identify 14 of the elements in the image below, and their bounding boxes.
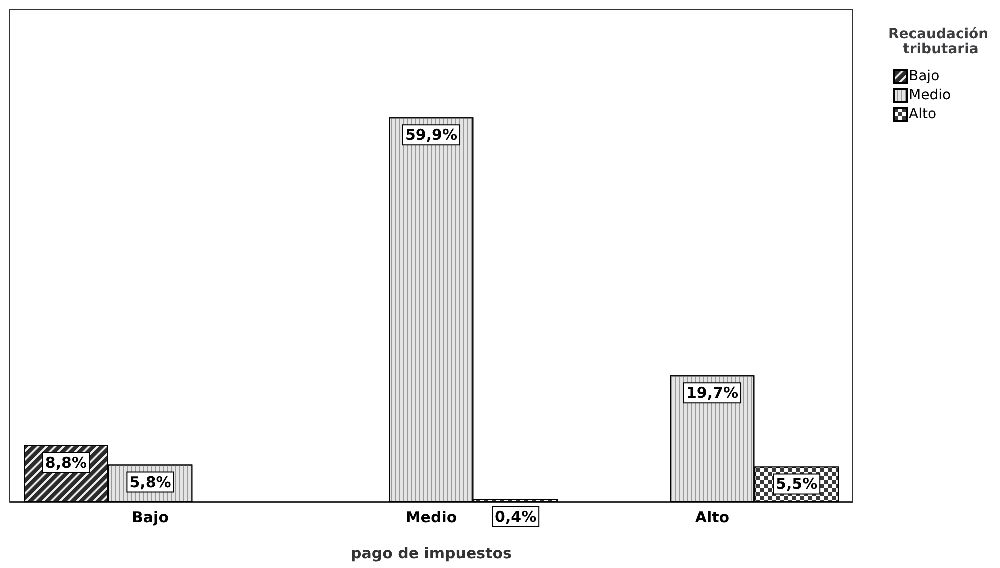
- data-label: 5,8%: [130, 473, 172, 492]
- legend-title: Recaudación tributaria: [888, 26, 994, 58]
- legend-label: Medio: [909, 88, 952, 104]
- x-tick-label: Alto: [695, 508, 730, 526]
- data-label: 19,7%: [686, 384, 739, 402]
- x-tick-label: Bajo: [132, 508, 170, 526]
- x-tick-label: Medio: [406, 508, 458, 526]
- data-label: 59,9%: [405, 126, 458, 144]
- data-label: 0,4%: [494, 508, 537, 526]
- data-label: 8,8%: [45, 454, 88, 472]
- legend-label: Bajo: [909, 68, 940, 84]
- data-label: 5,5%: [776, 475, 818, 494]
- legend-label: Alto: [909, 106, 937, 122]
- x-axis-title: pago de impuestos: [351, 544, 512, 562]
